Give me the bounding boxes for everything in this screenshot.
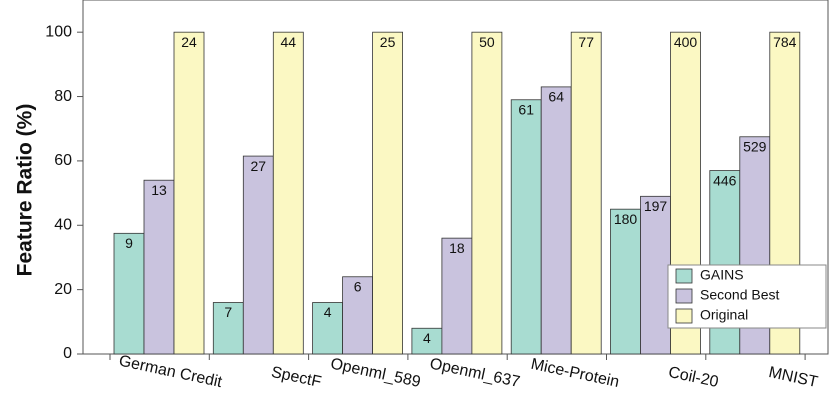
data-label: 13 [151,182,167,198]
bar [242,155,274,355]
y-axis-label: Feature Ratio (%) [14,104,37,277]
data-label: 529 [743,138,767,154]
data-label: 400 [674,34,698,50]
data-label: 77 [578,34,594,50]
data-label: 24 [181,34,197,50]
data-label: 197 [644,198,668,214]
data-label: 4 [324,304,332,320]
y-tick-label: 40 [54,216,72,233]
bar [441,237,473,355]
x-tick-label: German Credit [117,353,224,392]
x-tick-label: MNIST [767,364,819,391]
bar [143,179,175,355]
y-tick-label: 100 [45,23,72,40]
y-tick-label: 80 [54,88,72,105]
legend-label: Second Best [700,287,779,303]
legend-swatch [675,268,693,284]
data-label: 50 [479,34,495,50]
legend-label: Original [700,307,748,323]
bar [173,31,205,355]
bar [272,31,304,355]
bar [510,99,542,355]
legend-label: GAINS [700,267,744,283]
bar [540,86,572,355]
data-label: 64 [548,89,564,105]
data-label: 7 [224,304,232,320]
data-label: 9 [125,235,133,251]
data-label: 784 [773,34,797,50]
data-label: 6 [354,278,362,294]
y-tick-label: 60 [54,152,72,169]
bar [570,31,602,355]
bar [411,327,443,355]
y-tick-label: 20 [54,281,72,298]
data-label: 44 [281,34,297,50]
bar [640,195,671,355]
legend-swatch [675,288,693,304]
data-label: 25 [380,34,396,50]
data-label: 446 [713,172,737,188]
data-label: 18 [449,240,465,256]
bar [610,208,641,355]
bar [372,31,404,355]
x-tick-label: Mice-Protein [529,356,620,391]
x-tick-label: Openml_589 [329,355,422,391]
x-tick-label: Openml_637 [428,355,521,391]
bar [342,276,374,355]
data-label: 61 [518,101,534,117]
bar [212,302,244,355]
data-label: 4 [423,330,431,346]
legend-swatch [675,308,693,324]
x-tick-label: SpectF [270,364,323,391]
bar [113,232,145,355]
data-label: 180 [614,211,638,227]
y-tick-label: 0 [63,345,72,362]
bar [471,31,503,355]
x-tick-label: Coil-20 [667,364,720,391]
legend-box [667,264,827,329]
data-label: 27 [251,158,267,174]
